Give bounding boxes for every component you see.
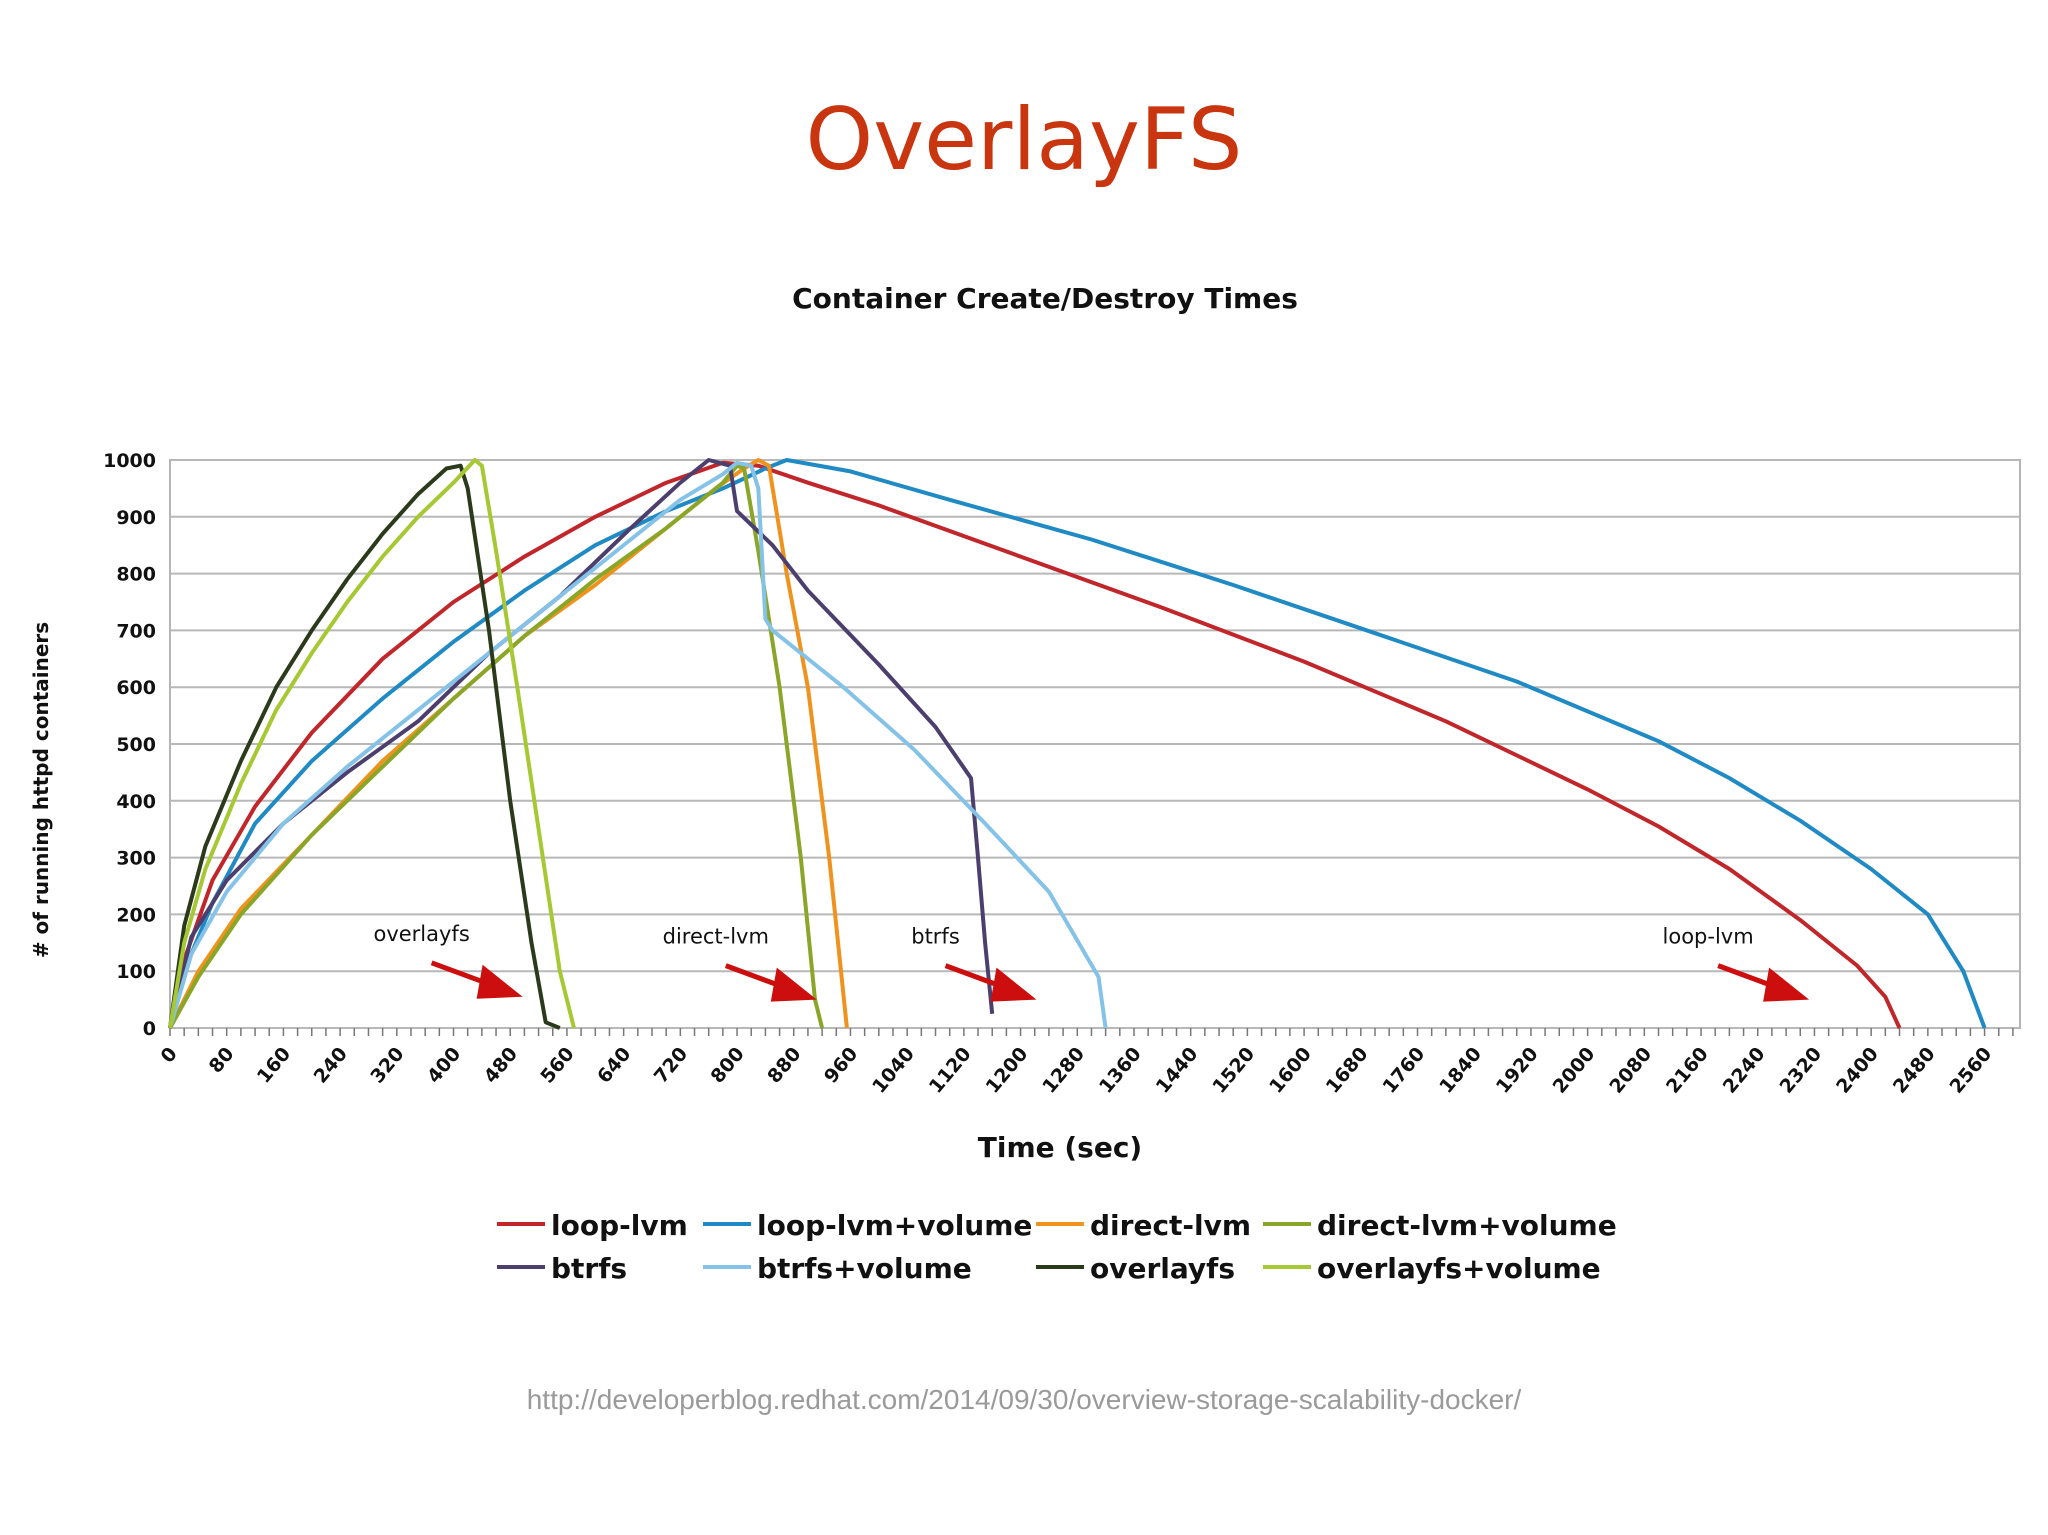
x-tick-label: 640 — [593, 1043, 635, 1088]
series-line-overlayfs — [168, 463, 561, 1030]
x-tick-label: 2240 — [1719, 1043, 1770, 1098]
legend-item: btrfs+volume — [703, 1252, 972, 1285]
x-tick-label: 2560 — [1946, 1043, 1997, 1098]
legend-item: direct-lvm+volume — [1263, 1209, 1617, 1242]
annotation-label: loop-lvm — [1663, 925, 1754, 949]
series-line-loop-lvm — [168, 460, 1902, 1029]
x-tick-label: 400 — [423, 1043, 465, 1088]
x-tick-label: 2080 — [1605, 1043, 1656, 1098]
y-tick-label: 0 — [143, 1018, 156, 1040]
annotation-arrow-head — [476, 964, 523, 999]
series-line-overlayfs+volume — [168, 458, 576, 1029]
x-tick-label: 560 — [536, 1043, 578, 1088]
x-tick-label: 1680 — [1322, 1043, 1373, 1098]
x-tick-label: 320 — [366, 1043, 408, 1088]
legend-item: loop-lvm — [497, 1209, 688, 1242]
x-tick-label: 800 — [707, 1043, 749, 1088]
y-tick-label: 100 — [116, 961, 156, 983]
annotation-arrow-head — [1763, 967, 1810, 1002]
series-line-direct-lvm+volume — [168, 463, 825, 1029]
y-tick-label: 600 — [116, 677, 156, 699]
x-tick-label: 2000 — [1549, 1043, 1600, 1098]
annotation-label: btrfs — [911, 925, 960, 949]
legend-item: overlayfs+volume — [1263, 1252, 1601, 1285]
legend-item: overlayfs — [1036, 1252, 1235, 1285]
y-tick-label: 200 — [116, 904, 156, 926]
legend-item: direct-lvm — [1036, 1209, 1251, 1242]
y-tick-label: 1000 — [103, 450, 156, 472]
x-tick-label: 1440 — [1152, 1043, 1203, 1098]
series-line-loop-lvm+volume — [168, 458, 1987, 1029]
y-tick-label: 700 — [116, 620, 156, 642]
x-tick-label: 1920 — [1492, 1043, 1543, 1098]
x-tick-label: 2400 — [1832, 1043, 1883, 1098]
legend-label: btrfs+volume — [757, 1252, 972, 1285]
source-link[interactable]: http://developerblog.redhat.com/2014/09/… — [526, 1384, 1522, 1415]
legend-label: loop-lvm+volume — [757, 1209, 1032, 1242]
legend-label: overlayfs — [1090, 1252, 1235, 1285]
x-tick-label: 0 — [156, 1043, 181, 1067]
x-tick-label: 2160 — [1662, 1043, 1713, 1098]
x-tick-label: 1760 — [1378, 1043, 1429, 1098]
slide-title: OverlayFS — [805, 90, 1243, 190]
annotation-label: overlayfs — [373, 922, 469, 946]
y-tick-label: 300 — [116, 848, 156, 870]
x-tick-label: 2320 — [1775, 1043, 1826, 1098]
series-line-btrfs+volume — [168, 460, 1108, 1029]
legend-label: overlayfs+volume — [1317, 1252, 1601, 1285]
legend-label: loop-lvm — [551, 1209, 688, 1242]
x-tick-label: 1200 — [982, 1043, 1033, 1098]
x-tick-label: 1040 — [868, 1043, 919, 1098]
x-axis-label: Time (sec) — [978, 1131, 1142, 1164]
annotation-arrow-head — [990, 967, 1037, 1002]
x-tick-label: 720 — [650, 1043, 692, 1088]
x-tick-label: 160 — [253, 1043, 295, 1088]
x-tick-label: 880 — [763, 1043, 805, 1088]
legend-item: btrfs — [497, 1252, 627, 1285]
annotation-arrow-head — [770, 967, 817, 1002]
x-tick-label: 240 — [310, 1043, 352, 1088]
x-tick-label: 1520 — [1208, 1043, 1259, 1098]
chart-title: Container Create/Destroy Times — [792, 282, 1298, 315]
x-tick-label: 80 — [205, 1043, 239, 1077]
legend-label: direct-lvm — [1090, 1209, 1251, 1242]
x-tick-label: 2480 — [1889, 1043, 1940, 1098]
y-tick-label: 900 — [116, 507, 156, 529]
annotation-label: direct-lvm — [663, 925, 769, 949]
x-tick-label: 1360 — [1095, 1043, 1146, 1098]
x-tick-label: 960 — [820, 1043, 862, 1088]
legend-label: btrfs — [551, 1252, 627, 1285]
x-tick-label: 480 — [480, 1043, 522, 1088]
y-tick-label: 400 — [116, 791, 156, 813]
legend-label: direct-lvm+volume — [1317, 1209, 1617, 1242]
legend-item: loop-lvm+volume — [703, 1209, 1032, 1242]
x-tick-label: 1280 — [1038, 1043, 1089, 1098]
x-tick-label: 1840 — [1435, 1043, 1486, 1098]
y-tick-label: 800 — [116, 564, 156, 586]
x-tick-label: 1600 — [1265, 1043, 1316, 1098]
x-tick-label: 1120 — [925, 1043, 976, 1098]
y-tick-label: 500 — [116, 734, 156, 756]
y-axis-label: # of running httpd containers — [29, 622, 53, 958]
